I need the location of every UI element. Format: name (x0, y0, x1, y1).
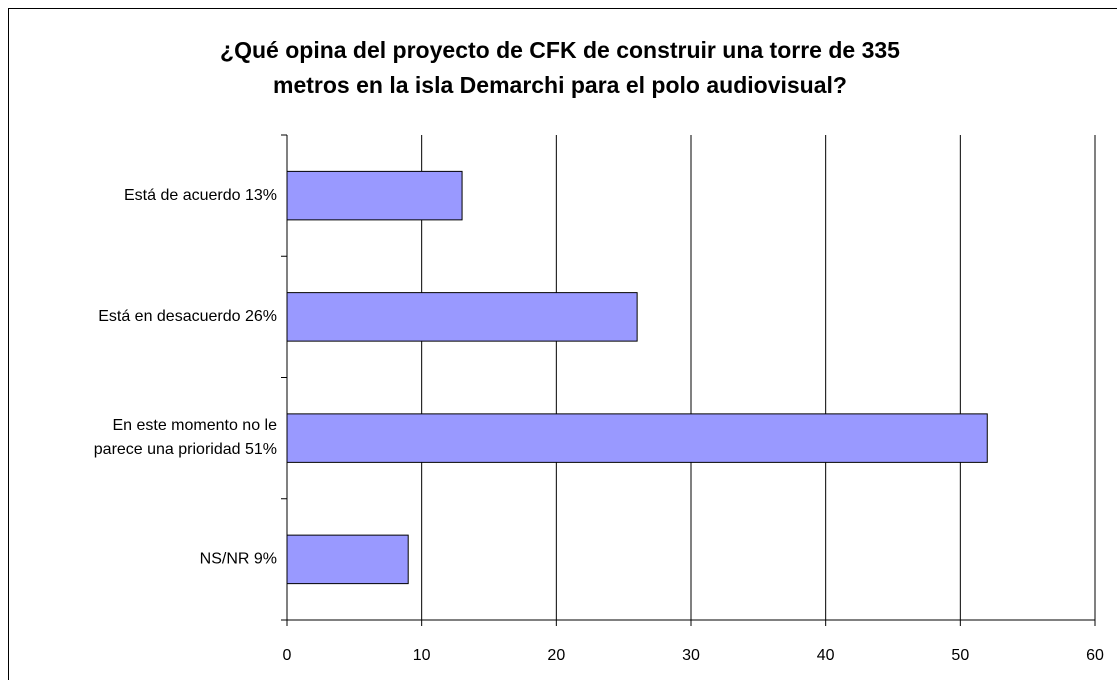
chart-title: metros en la isla Demarchi para el polo … (273, 72, 847, 98)
y-tick-label: Está en desacuerdo 26% (98, 308, 277, 325)
y-tick-label: NS/NR 9% (200, 551, 277, 568)
y-tick-label: Está de acuerdo 13% (124, 187, 277, 204)
x-tick-label: 30 (682, 647, 700, 664)
bar (286, 170, 463, 221)
y-tick-label: En este momento no le parece una priorida… (94, 417, 277, 458)
x-tick-label: 20 (547, 647, 565, 664)
x-tick-label: 0 (283, 647, 292, 664)
x-tick-label: 40 (817, 647, 835, 664)
x-tick-label: 50 (951, 647, 969, 664)
bar (286, 413, 988, 463)
bar (286, 534, 409, 585)
chart-title: ¿Qué opina del proyecto de CFK de constr… (220, 37, 900, 63)
bar (286, 292, 638, 342)
chart-border (8, 8, 1117, 680)
x-tick-label: 10 (413, 647, 431, 664)
x-tick-label: 60 (1086, 647, 1104, 664)
